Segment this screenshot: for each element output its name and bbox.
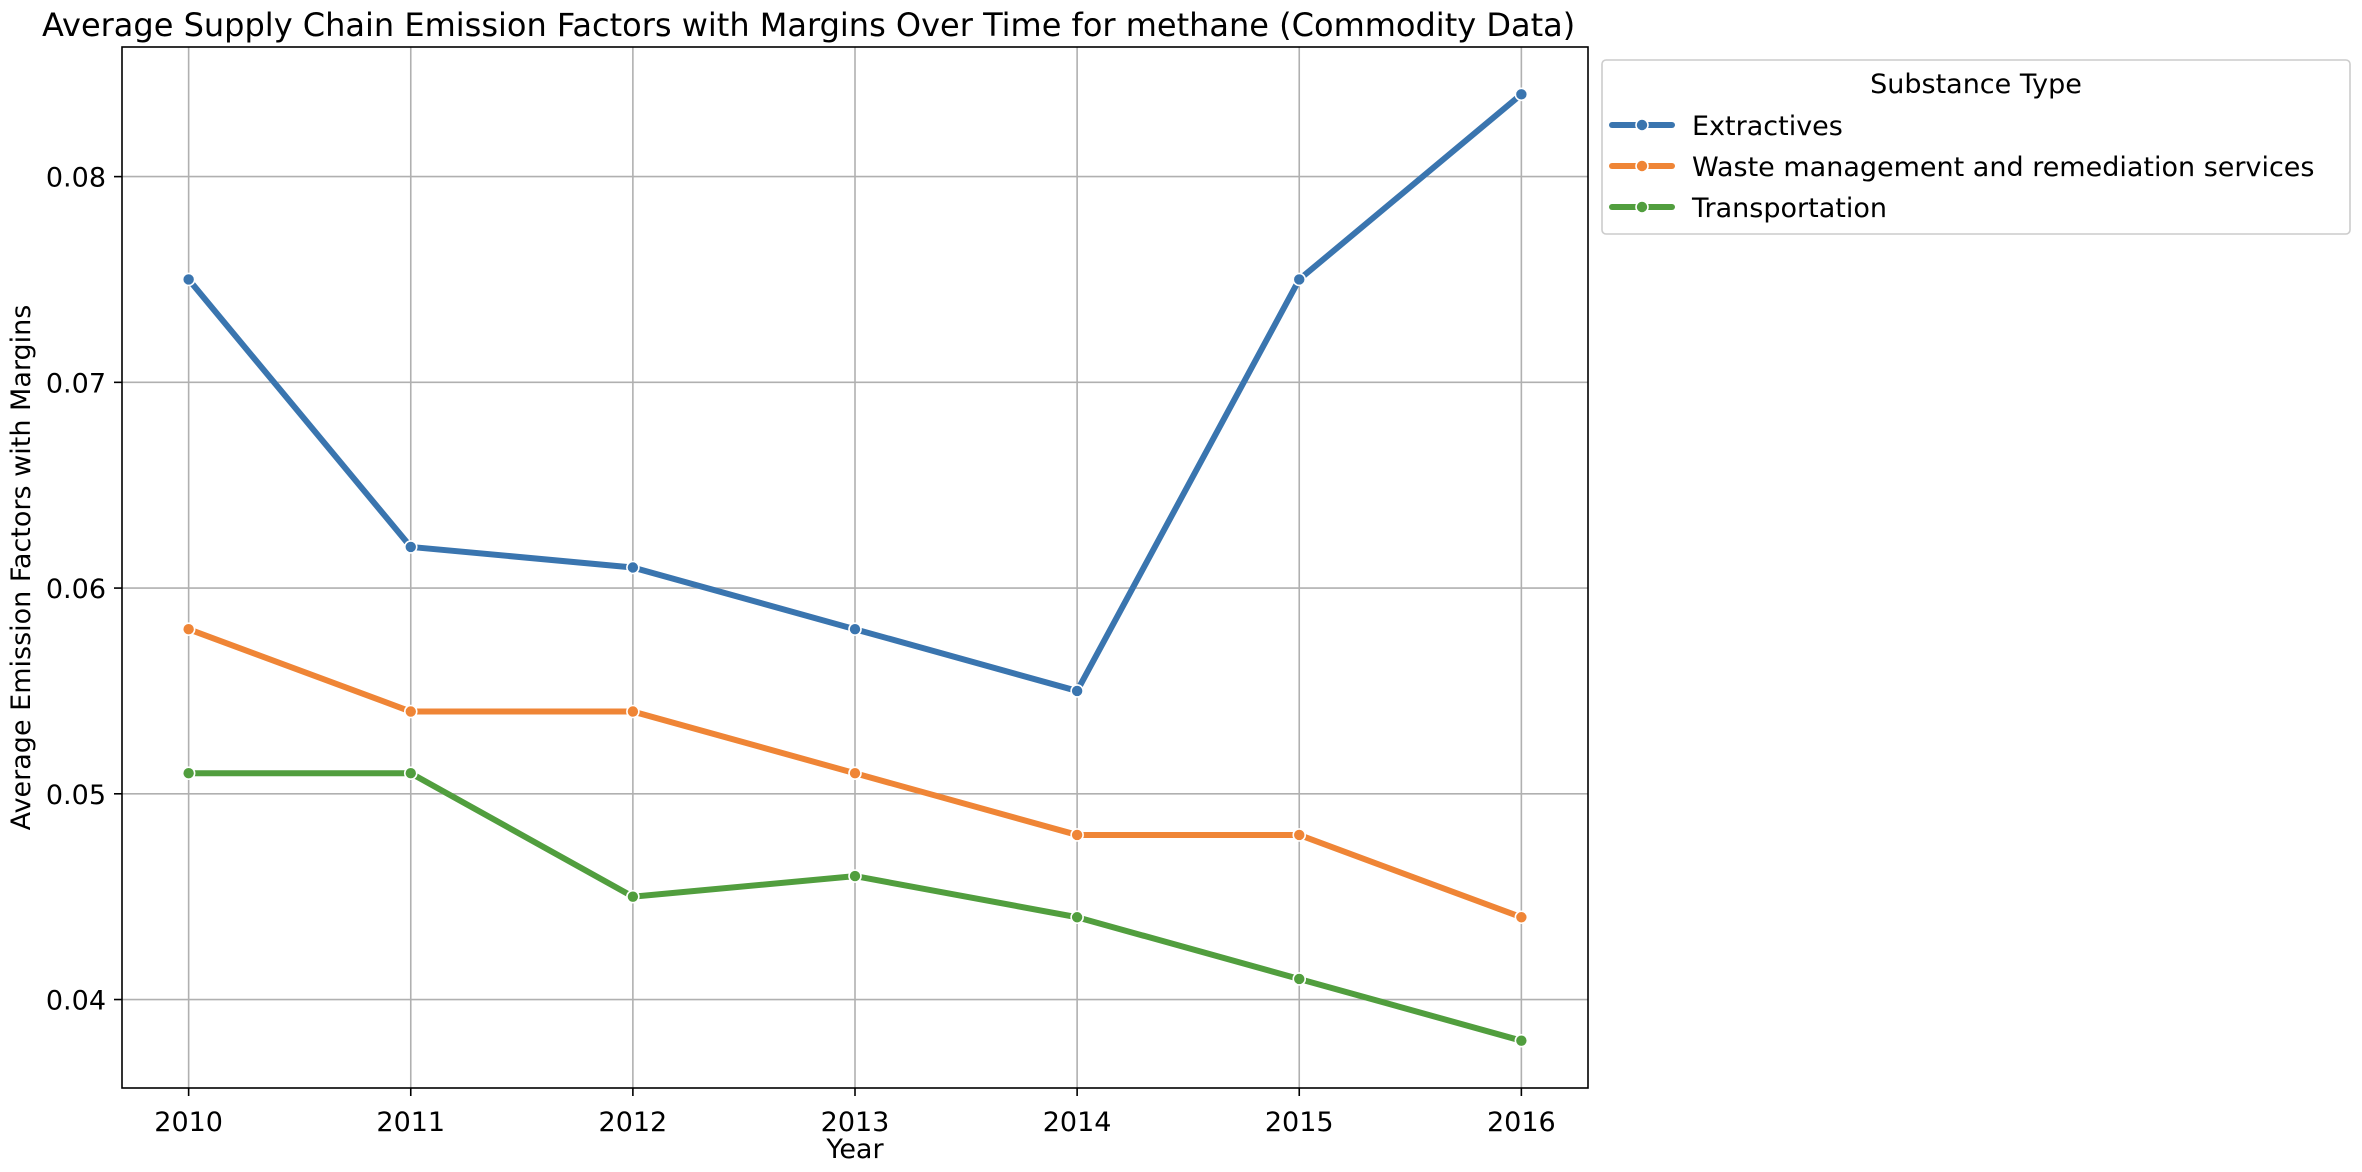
y-tick-label: 0.04 <box>46 986 106 1017</box>
series-1 <box>181 622 1529 925</box>
data-point <box>1514 87 1529 102</box>
legend-entry: Waste management and remediation service… <box>1609 152 2315 183</box>
y-tick-label: 0.07 <box>46 368 106 399</box>
data-point <box>1292 272 1307 287</box>
x-tick-label: 2016 <box>1487 1107 1556 1138</box>
series-0 <box>181 87 1529 698</box>
legend-box <box>1601 59 2351 235</box>
data-point <box>848 869 862 883</box>
legend-swatch-marker <box>1635 118 1649 132</box>
data-point <box>848 766 862 781</box>
data-point <box>403 704 418 719</box>
data-point <box>1292 828 1307 842</box>
y-tick-label: 0.05 <box>46 780 106 811</box>
data-point <box>1070 828 1084 842</box>
x-tick-label: 2010 <box>154 1107 223 1138</box>
data-point <box>626 560 640 575</box>
data-point <box>626 889 640 904</box>
data-point <box>181 766 196 781</box>
x-tick-label: 2015 <box>1265 1107 1334 1138</box>
gridlines <box>122 47 1588 1088</box>
chart-title: Average Supply Chain Emission Factors wi… <box>42 6 1575 44</box>
legend-swatch-marker <box>1635 159 1649 173</box>
legend-label: Waste management and remediation service… <box>1692 152 2315 183</box>
legend-label: Extractives <box>1692 111 1843 142</box>
x-tick-label: 2014 <box>1043 1107 1112 1138</box>
legend-label: Transportation <box>1691 193 1887 224</box>
x-axis-label: Year <box>825 1134 884 1165</box>
data-point <box>181 622 196 637</box>
axis-ticks: 2010 2011 2012 2013 2014 2015 2016 0.04 0.05 0.06… <box>46 163 1556 1138</box>
data-point <box>626 704 640 719</box>
data-point <box>848 622 862 637</box>
data-point <box>1070 684 1084 698</box>
legend-swatch-marker <box>1635 200 1649 214</box>
legend-entry: Transportation <box>1609 193 1887 224</box>
legend-title: Substance Type <box>1870 69 2082 100</box>
legend: Substance Type Extractives Waste manageme… <box>1601 59 2351 235</box>
data-point <box>403 766 418 781</box>
series-2 <box>181 766 1529 1048</box>
x-tick-label: 2011 <box>376 1107 445 1138</box>
data-point <box>181 272 196 287</box>
y-axis-label: Average Emission Factors with Margins <box>6 305 37 831</box>
data-point <box>1514 1033 1529 1048</box>
x-tick-label: 2012 <box>599 1107 668 1138</box>
y-tick-label: 0.06 <box>46 574 106 605</box>
data-point <box>1292 972 1307 986</box>
legend-entry: Extractives <box>1609 111 1843 142</box>
series-lines <box>181 87 1529 1048</box>
x-tick-label: 2013 <box>821 1107 890 1138</box>
data-point <box>403 540 418 554</box>
data-point <box>1070 910 1084 925</box>
data-point <box>1514 910 1529 925</box>
legend-entries: Extractives Waste management and remediat… <box>1609 111 2315 224</box>
y-tick-label: 0.08 <box>46 163 106 194</box>
